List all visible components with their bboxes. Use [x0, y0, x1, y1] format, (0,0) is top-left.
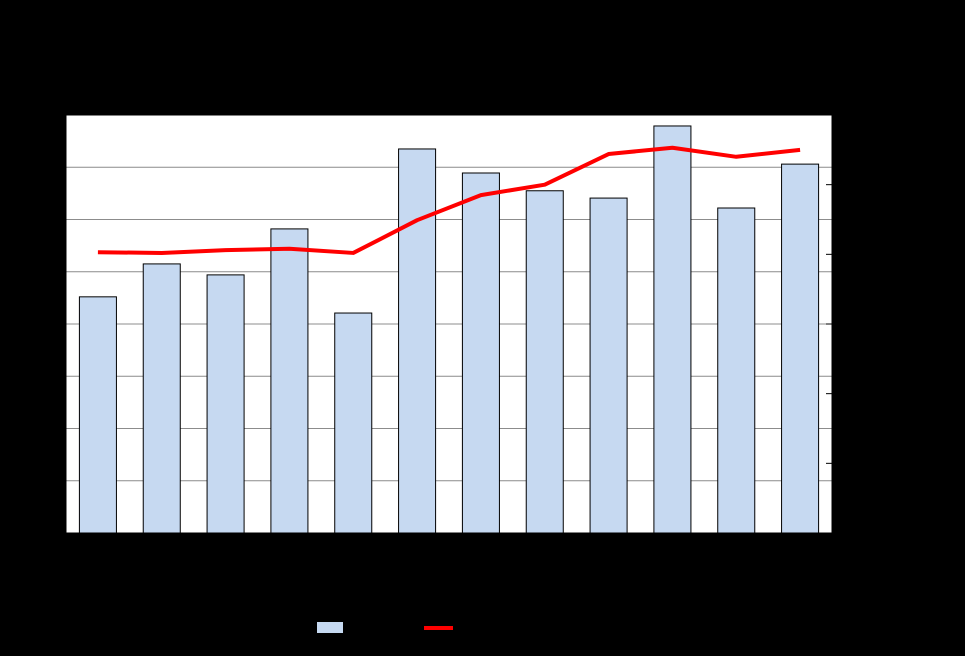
bar	[206, 274, 245, 534]
bar	[78, 296, 117, 534]
bar	[525, 190, 564, 534]
line	[97, 145, 801, 255]
plot-border	[65, 114, 833, 534]
bar	[781, 163, 820, 534]
bar	[717, 207, 756, 534]
bar	[142, 263, 181, 534]
legend-bar-marker	[317, 622, 343, 633]
bar	[270, 228, 309, 534]
bar	[334, 312, 373, 534]
bar	[461, 172, 500, 534]
legend	[317, 622, 453, 633]
bar	[398, 148, 437, 534]
bar	[589, 197, 628, 534]
bar	[653, 125, 692, 534]
